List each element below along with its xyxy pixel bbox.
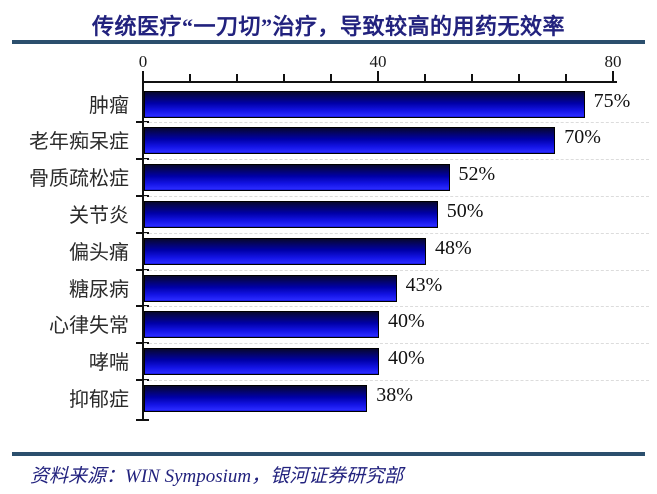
grid-line [144, 232, 649, 234]
value-label: 40% [388, 310, 425, 333]
value-label: 52% [458, 163, 496, 186]
value-label: 70% [564, 126, 601, 149]
source-note: 资料来源：WIN Symposium，银河证券研究部 [30, 466, 404, 487]
y-axis-tick [136, 378, 149, 381]
category-label: 骨质疏松症 [29, 168, 129, 191]
x-axis-minor-tick [471, 74, 473, 83]
value-label: 75% [593, 89, 631, 112]
category-label: 哮喘 [89, 352, 129, 375]
category-label: 心律失常 [49, 315, 129, 338]
value-label: 40% [388, 347, 425, 370]
value-label: 50% [446, 199, 484, 222]
category-label: 肿瘤 [89, 94, 129, 117]
y-axis-line [142, 81, 144, 421]
x-axis-tick-label: 40 [369, 52, 387, 71]
top-divider-rule [12, 40, 645, 44]
data-bar [144, 348, 379, 376]
category-label: 抑郁症 [69, 388, 129, 411]
x-axis-major-tick [377, 71, 379, 83]
bottom-divider-rule [12, 452, 645, 456]
x-axis-major-tick [612, 71, 614, 83]
data-bar [144, 237, 426, 265]
grid-line [144, 269, 649, 271]
chart-title: 传统医疗“一刀切”治疗，导致较高的用药无效率 [91, 14, 565, 39]
grid-line [144, 122, 649, 124]
category-label: 糖尿病 [69, 278, 129, 301]
grid-line [144, 306, 649, 308]
x-axis-minor-tick [565, 74, 567, 83]
y-axis-tick [136, 342, 149, 345]
x-axis-line [142, 81, 617, 83]
y-axis-tick [136, 194, 149, 197]
y-axis-tick [136, 158, 149, 161]
y-axis-tick [136, 121, 149, 124]
grid-line [144, 195, 649, 197]
x-axis-major-tick [142, 71, 144, 83]
data-bar [144, 200, 438, 228]
grid-line [144, 159, 649, 161]
category-label: 关节炎 [69, 204, 129, 227]
data-bar [144, 311, 379, 339]
data-bar [144, 384, 368, 412]
y-axis-tick [136, 305, 149, 308]
value-label: 38% [376, 383, 413, 406]
x-axis-tick-label: 80 [604, 52, 622, 71]
x-axis-minor-tick [330, 74, 332, 83]
y-axis-tick [136, 268, 149, 271]
x-axis-minor-tick [424, 74, 426, 83]
x-axis-minor-tick [189, 74, 191, 83]
value-label: 48% [435, 236, 472, 259]
x-axis-tick-label: 0 [138, 52, 148, 71]
grid-line [144, 343, 649, 345]
category-label: 老年痴呆症 [29, 131, 129, 154]
data-bar [144, 164, 450, 192]
data-bar [144, 127, 556, 155]
x-axis-minor-tick [518, 74, 520, 83]
data-bar [144, 274, 397, 302]
y-axis-tick [136, 231, 149, 234]
x-axis-minor-tick [283, 74, 285, 83]
x-axis-minor-tick [236, 74, 238, 83]
grid-line [144, 379, 649, 381]
data-bar [144, 90, 585, 118]
value-label: 43% [405, 273, 443, 296]
category-label: 偏头痛 [69, 241, 129, 264]
y-axis-tick [136, 418, 149, 421]
